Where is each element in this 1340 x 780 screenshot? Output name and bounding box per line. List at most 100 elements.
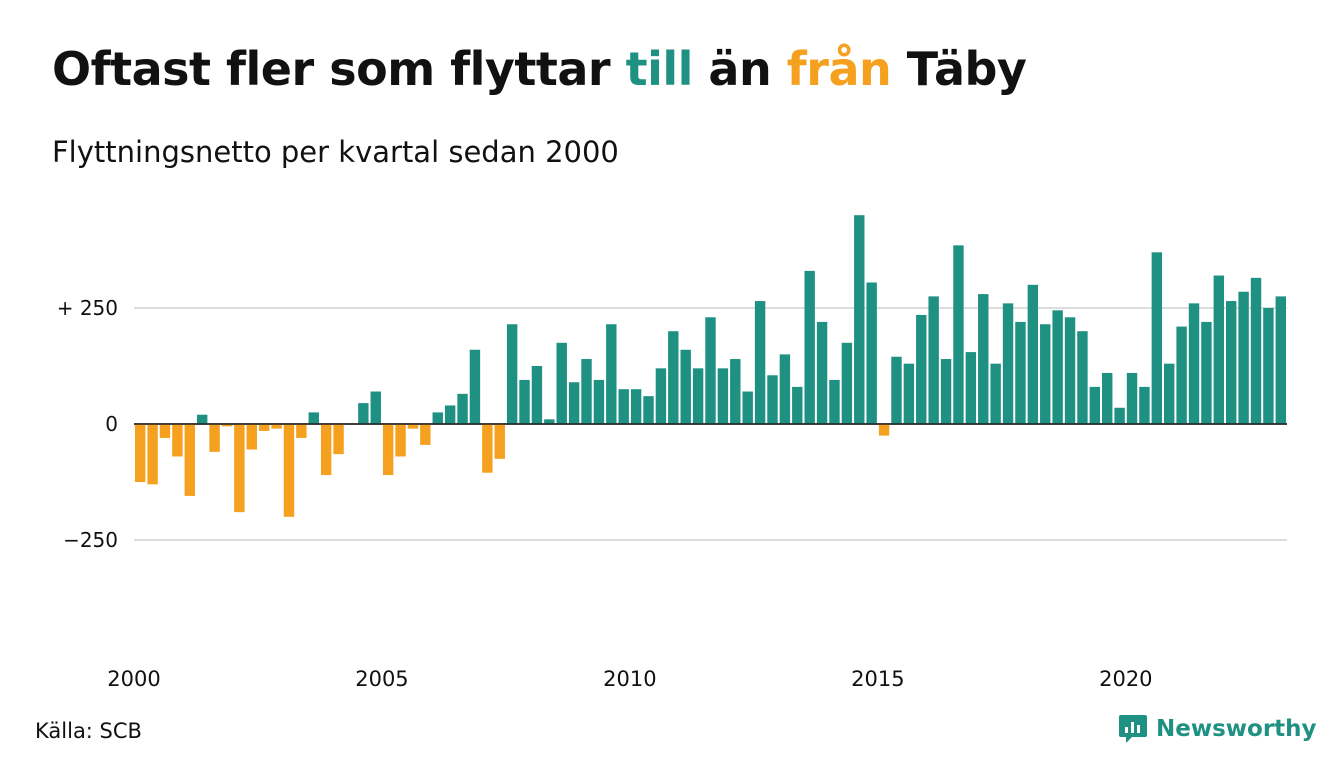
bar (432, 412, 443, 424)
bar (172, 424, 183, 457)
bar (568, 382, 580, 424)
bar (1151, 252, 1163, 424)
bar (1176, 326, 1187, 424)
bar (134, 424, 146, 482)
bar (1089, 386, 1101, 424)
bar (779, 354, 791, 424)
bar (258, 424, 270, 431)
bar (866, 282, 877, 424)
bar (1275, 296, 1286, 424)
bar (940, 359, 952, 424)
bar (457, 393, 468, 424)
bar (655, 368, 667, 424)
bar (717, 368, 729, 424)
x-tick-label: 2005 (355, 667, 408, 691)
x-tick-label: 2015 (851, 667, 904, 691)
title-middle: än (692, 42, 787, 96)
bar (444, 405, 456, 424)
bar (296, 424, 307, 438)
y-tick-label: + 250 (57, 296, 118, 320)
x-tick-label: 2000 (107, 667, 160, 691)
bar (246, 424, 257, 450)
bar (1052, 310, 1063, 424)
bar (668, 331, 679, 424)
bar (382, 424, 394, 476)
bar (333, 424, 344, 455)
bar (395, 424, 406, 457)
bar (1015, 321, 1026, 424)
bar (519, 379, 530, 424)
bar (531, 366, 543, 424)
bar (742, 391, 753, 424)
bar (308, 412, 319, 424)
bar (234, 424, 245, 513)
bar (209, 424, 220, 452)
bar (916, 314, 927, 424)
bar (730, 359, 741, 424)
bar (854, 215, 865, 424)
x-tick-label: 2020 (1099, 667, 1152, 691)
bar (271, 424, 282, 429)
x-axis-labels: 2000 2005 2010 2015 2020 (107, 667, 1152, 691)
bar (469, 349, 481, 424)
bar (593, 379, 605, 424)
bar (556, 342, 567, 424)
bar (221, 424, 233, 427)
title-suffix: Täby (891, 42, 1027, 96)
bar (841, 342, 853, 424)
bar (928, 296, 939, 424)
bar (804, 270, 815, 424)
bar (792, 386, 803, 424)
bar (506, 324, 518, 424)
bar (1064, 317, 1076, 424)
bar (767, 375, 778, 424)
bar (494, 424, 505, 459)
bar (1002, 303, 1014, 424)
bar (891, 356, 902, 424)
bar (1114, 407, 1125, 424)
bar (630, 389, 642, 424)
bar (1213, 275, 1225, 424)
bars (134, 215, 1287, 517)
brand-name: Newsworthy (1156, 716, 1317, 742)
bar (618, 389, 629, 424)
brand-logo: Newsworthy (1118, 713, 1317, 745)
title-highlight-till: till (625, 42, 694, 96)
bar (544, 419, 555, 424)
bar (965, 352, 977, 424)
chart-subtitle: Flyttningsnetto per kvartal sedan 2000 (52, 135, 619, 169)
bar (829, 379, 840, 424)
bar (1139, 386, 1150, 424)
bar (1077, 331, 1088, 424)
bar (643, 396, 654, 424)
bar (1250, 277, 1262, 424)
bar (482, 424, 493, 473)
y-tick-label: −250 (63, 528, 118, 552)
bar (1201, 321, 1212, 424)
bar (283, 424, 295, 517)
bar (1040, 324, 1051, 424)
title-prefix: Oftast fler som flyttar (52, 42, 626, 96)
bar (1164, 363, 1175, 424)
bar (407, 424, 419, 429)
bar (159, 424, 171, 438)
bar (990, 363, 1001, 424)
bar (358, 403, 369, 424)
bar (1126, 372, 1138, 424)
bar (1027, 284, 1039, 424)
bar (581, 359, 592, 424)
bar (692, 368, 704, 424)
chart-title: Oftast fler som flyttar till än från Täb… (52, 42, 1027, 96)
x-tick-label: 2010 (603, 667, 656, 691)
bar (1102, 372, 1113, 424)
title-highlight-fran: från (786, 42, 892, 96)
bar (420, 424, 431, 445)
bar (184, 424, 195, 496)
bar (754, 301, 766, 424)
bar (1188, 303, 1200, 424)
bar (1226, 301, 1237, 424)
bar (978, 294, 989, 424)
bar (1238, 291, 1249, 424)
bar (705, 317, 716, 424)
